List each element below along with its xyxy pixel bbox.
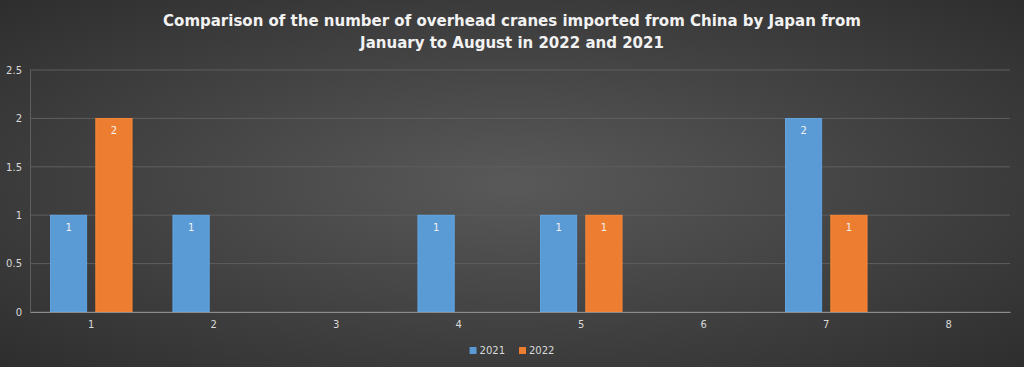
grid-line [30,118,1010,119]
x-tick-label: 6 [701,319,707,330]
bar [96,118,132,312]
y-tick: 1.5 [6,162,30,173]
x-tick: 2 [211,312,217,330]
y-tick-label: 0.5 [6,258,22,269]
legend-swatch [519,347,526,354]
title: Comparison of the number of overhead cra… [163,12,861,52]
legend-label: 2021 [480,345,505,356]
bar [173,215,209,312]
data-label: 1 [846,222,852,233]
y-tick-label: 2 [16,113,22,124]
bar [831,215,867,312]
x-tick: 1 [88,312,94,330]
data-label: 1 [188,222,194,233]
data-label: 1 [601,222,607,233]
y-tick: 0.5 [6,258,30,269]
data-label: 2 [111,125,117,136]
data-label: 1 [65,222,71,233]
bar [418,215,454,312]
y-tick: 0 [16,307,30,318]
x-tick: 8 [946,312,952,330]
x-tick: 7 [823,312,829,330]
y-tick-label: 2.5 [6,65,22,76]
data-label: 1 [433,222,439,233]
y-axis: 0 0.5 1 1.5 2 2.5 [6,65,30,318]
bars [50,118,867,312]
x-tick: 6 [701,312,707,330]
x-tick-label: 8 [946,319,952,330]
y-axis-line [30,71,31,313]
grid-line [30,70,1010,71]
x-tick-label: 3 [333,319,339,330]
data-labels: 1 1 1 1 2 2 1 1 [65,125,852,233]
x-tick-label: 1 [88,319,94,330]
bar [785,118,821,312]
legend-item: 2021 [470,345,505,356]
y-tick-label: 1.5 [6,162,22,173]
legend-swatch [470,347,477,354]
x-axis-line [31,312,1011,313]
y-tick: 2.5 [6,65,30,76]
chart: Comparison of the number of overhead cra… [0,0,1024,367]
x-tick-label: 2 [211,319,217,330]
grid-line [30,166,1010,167]
data-label: 1 [555,222,561,233]
y-tick-label: 1 [16,210,22,221]
data-label: 2 [800,125,806,136]
title-line: Comparison of the number of overhead cra… [163,12,861,30]
legend-label: 2022 [529,345,554,356]
x-tick-label: 5 [578,319,584,330]
y-tick-label: 0 [16,307,22,318]
x-axis: 1 2 3 4 5 6 7 8 [31,312,1011,330]
y-tick: 2 [16,113,30,124]
legend-item: 2022 [519,345,554,356]
legend: 2021 2022 [470,345,555,356]
x-tick: 4 [456,312,462,330]
x-tick: 3 [333,312,339,330]
grid [30,70,1010,312]
y-tick: 1 [16,210,30,221]
bar [540,215,576,312]
bar [586,215,622,312]
x-tick-label: 7 [823,319,829,330]
bar [50,215,86,312]
title-line: January to August in 2022 and 2021 [359,34,664,52]
x-tick-label: 4 [456,319,462,330]
background [0,0,1024,367]
x-tick: 5 [578,312,584,330]
